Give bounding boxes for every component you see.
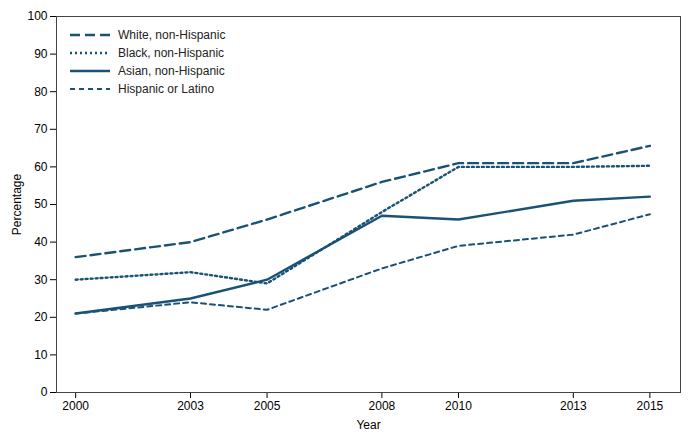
svg-text:Year: Year bbox=[356, 418, 380, 432]
html-text:Hispanic or Latino: Hispanic or Latino bbox=[118, 82, 215, 96]
svg-text:2000: 2000 bbox=[62, 399, 89, 413]
svg-text:50: 50 bbox=[34, 197, 48, 211]
svg-text:90: 90 bbox=[34, 47, 48, 61]
svg-text:2008: 2008 bbox=[369, 399, 396, 413]
svg-text:40: 40 bbox=[34, 235, 48, 249]
svg-text:80: 80 bbox=[34, 85, 48, 99]
svg-text:10: 10 bbox=[34, 348, 48, 362]
html-text:Asian, non-Hispanic: Asian, non-Hispanic bbox=[118, 64, 225, 78]
svg-text:Percentage: Percentage bbox=[10, 173, 24, 235]
svg-text:2005: 2005 bbox=[254, 399, 281, 413]
svg-text:2015: 2015 bbox=[637, 399, 664, 413]
svg-text:2003: 2003 bbox=[177, 399, 204, 413]
svg-text:70: 70 bbox=[34, 122, 48, 136]
html-text:White, non-Hispanic: White, non-Hispanic bbox=[118, 28, 226, 42]
html-text:Black, non-Hispanic: Black, non-Hispanic bbox=[118, 46, 225, 60]
svg-text:0: 0 bbox=[41, 385, 48, 399]
svg-text:100: 100 bbox=[27, 9, 47, 23]
svg-text:2010: 2010 bbox=[445, 399, 472, 413]
svg-text:20: 20 bbox=[34, 310, 48, 324]
svg-text:60: 60 bbox=[34, 160, 48, 174]
svg-text:30: 30 bbox=[34, 273, 48, 287]
svg-text:2013: 2013 bbox=[560, 399, 587, 413]
